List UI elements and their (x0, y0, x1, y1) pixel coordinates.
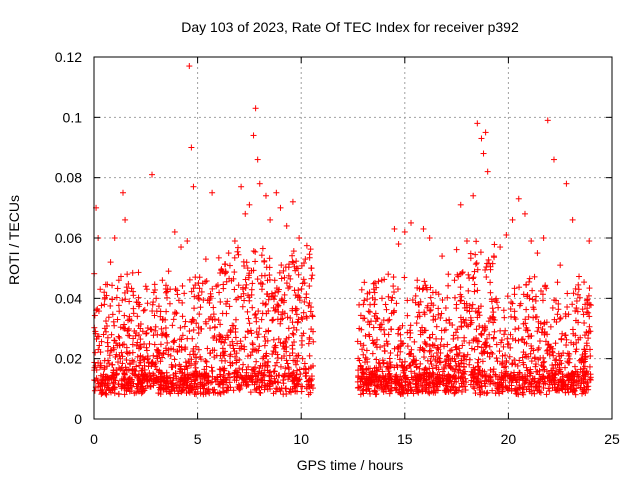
data-point (302, 256, 309, 263)
x-axis-label: GPS time / hours (297, 457, 404, 473)
data-point (153, 295, 160, 302)
data-points (91, 63, 594, 398)
data-point (557, 262, 564, 269)
data-point (379, 295, 386, 302)
data-point (254, 156, 261, 163)
x-tick-label: 25 (604, 431, 620, 447)
data-point (97, 286, 104, 293)
data-point (178, 244, 185, 251)
x-tick-label: 10 (293, 431, 309, 447)
data-point (238, 183, 245, 190)
y-tick-label: 0 (74, 411, 82, 427)
data-point (550, 156, 557, 163)
data-point (420, 225, 427, 232)
data-point (509, 216, 516, 223)
data-point (122, 216, 129, 223)
data-point (124, 271, 131, 278)
data-point (242, 210, 249, 217)
data-point (474, 120, 481, 127)
data-point (569, 216, 576, 223)
y-tick-label: 0.1 (63, 109, 83, 125)
data-point (503, 231, 510, 238)
data-point (385, 271, 392, 278)
data-point (267, 216, 274, 223)
data-point (414, 277, 421, 284)
data-point (231, 238, 238, 245)
data-point (277, 204, 284, 211)
data-point (149, 171, 156, 178)
data-point (497, 244, 504, 251)
x-tick-label: 15 (397, 431, 413, 447)
data-point (478, 135, 485, 142)
data-point (111, 235, 118, 241)
data-point-cloud (91, 238, 594, 398)
data-point (540, 235, 547, 241)
data-point (563, 180, 570, 187)
data-point (515, 195, 522, 202)
data-point (401, 228, 408, 235)
grid-lines (94, 57, 612, 419)
x-tick-label: 20 (501, 431, 517, 447)
x-axis: 0 5 10 15 20 25 (90, 57, 620, 447)
data-point (165, 268, 172, 275)
x-tick-label: 0 (90, 431, 98, 447)
data-point (159, 277, 166, 284)
data-point (544, 117, 551, 124)
y-axis-label: ROTI / TECUs (6, 195, 22, 285)
y-tick-label: 0.02 (55, 351, 82, 367)
data-point (171, 228, 178, 235)
y-tick-label: 0.12 (55, 49, 82, 65)
data-point (439, 253, 446, 260)
data-point (202, 256, 209, 263)
data-point (395, 241, 402, 248)
data-point (115, 277, 122, 284)
data-point (451, 277, 458, 284)
data-point (101, 301, 108, 308)
data-point (457, 201, 464, 208)
data-point (225, 250, 232, 257)
data-point (107, 259, 114, 266)
data-point (273, 189, 280, 196)
data-point (463, 238, 470, 245)
chart-title: Day 103 of 2023, Rate Of TEC Index for r… (181, 19, 519, 35)
data-point (480, 150, 487, 157)
data-point (289, 198, 296, 205)
x-tick-label: 5 (194, 431, 202, 447)
data-point (534, 250, 541, 257)
data-point (484, 168, 491, 175)
data-point (209, 189, 216, 196)
data-point (188, 144, 195, 151)
data-point (256, 180, 263, 187)
data-point (445, 271, 452, 278)
data-point (186, 63, 193, 70)
y-axis: 0 0.02 0.04 0.06 0.08 0.1 0.12 (55, 49, 612, 427)
data-point (391, 225, 398, 232)
data-point (252, 105, 259, 112)
y-tick-label: 0.06 (55, 230, 82, 246)
data-point (283, 222, 290, 229)
data-point (250, 132, 257, 139)
data-point (262, 192, 269, 199)
data-point (521, 210, 528, 217)
data-point (586, 238, 593, 245)
data-point (408, 219, 415, 226)
data-point (470, 192, 477, 199)
data-point (184, 238, 191, 245)
data-point (372, 310, 379, 317)
y-tick-label: 0.04 (55, 290, 82, 306)
data-point (528, 238, 535, 245)
data-point (246, 201, 253, 208)
data-point (296, 235, 303, 241)
data-point (142, 283, 149, 290)
data-point (190, 183, 197, 190)
data-point (482, 129, 489, 136)
data-point (120, 189, 127, 196)
data-point (426, 235, 433, 241)
y-tick-label: 0.08 (55, 170, 82, 186)
